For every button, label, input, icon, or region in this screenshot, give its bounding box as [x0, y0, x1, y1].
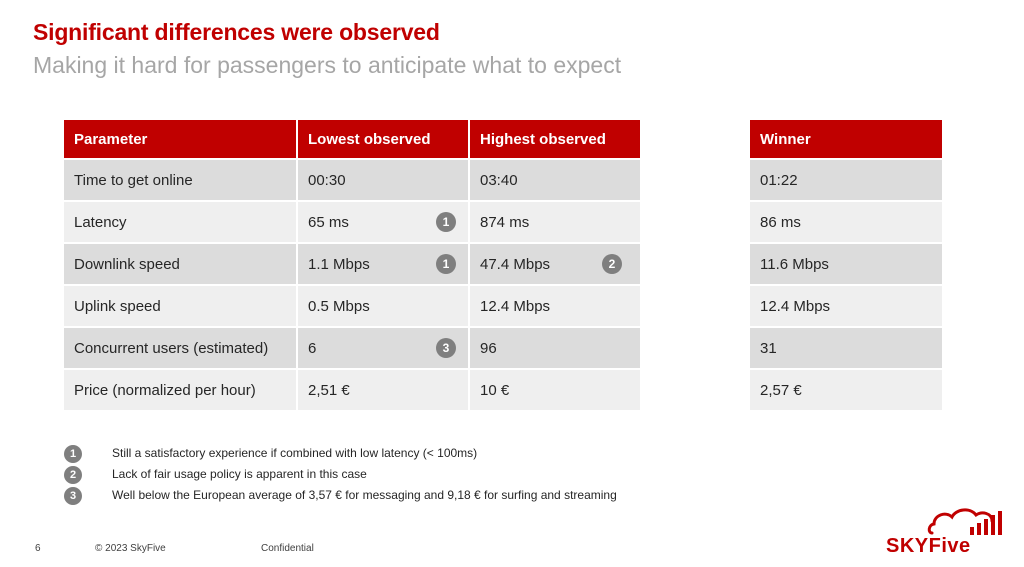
table-row: 86 ms — [750, 202, 942, 242]
table-row: Uplink speed 0.5 Mbps 12.4 Mbps — [64, 286, 640, 326]
highest-cell: 03:40 — [470, 160, 640, 200]
highest-cell: 96 — [470, 328, 640, 368]
header-winner: Winner — [750, 120, 942, 158]
param-cell: Time to get online — [64, 160, 296, 200]
copyright: © 2023 SkyFive — [95, 543, 166, 554]
lowest-value: 2,51 € — [308, 381, 350, 399]
winner-cell: 12.4 Mbps — [750, 286, 942, 326]
table-row: 01:22 — [750, 160, 942, 200]
footnote-badge: 2 — [64, 466, 82, 484]
lowest-cell: 1.1 Mbps 1 — [298, 244, 468, 284]
lowest-value: 00:30 — [308, 171, 346, 189]
footnote-badge: 3 — [436, 338, 456, 358]
lowest-value: 0.5 Mbps — [308, 297, 370, 315]
header-parameter: Parameter — [64, 120, 296, 158]
highest-cell: 12.4 Mbps — [470, 286, 640, 326]
table-header-row: Parameter Lowest observed Highest observ… — [64, 120, 640, 158]
highest-value: 03:40 — [480, 171, 518, 189]
skyfive-logo: SKYFive — [886, 505, 1006, 560]
highest-value: 47.4 Mbps — [480, 255, 551, 273]
table-row: Price (normalized per hour) 2,51 € 10 € — [64, 370, 640, 410]
param-cell: Latency — [64, 202, 296, 242]
footnote-text: Well below the European average of 3,57 … — [112, 488, 617, 502]
winner-cell: 31 — [750, 328, 942, 368]
lowest-value: 6 — [308, 339, 317, 357]
page-number: 6 — [35, 543, 41, 554]
highest-value: 12.4 Mbps — [480, 297, 551, 315]
table-row: Time to get online 00:30 03:40 — [64, 160, 640, 200]
table-row: Latency 65 ms 1 874 ms — [64, 202, 640, 242]
highest-value: 96 — [480, 339, 497, 357]
table-row: 2,57 € — [750, 370, 942, 410]
winner-cell: 11.6 Mbps — [750, 244, 942, 284]
table-row: 31 — [750, 328, 942, 368]
header-highest: Highest observed — [470, 120, 640, 158]
lowest-value: 1.1 Mbps — [308, 255, 370, 273]
table-header-row: Winner — [750, 120, 942, 158]
highest-cell: 10 € — [470, 370, 640, 410]
winner-table: Winner 01:22 86 ms 11.6 Mbps 12.4 Mbps 3… — [748, 118, 944, 412]
footnote-badge: 1 — [436, 254, 456, 274]
lowest-cell: 00:30 — [298, 160, 468, 200]
winner-cell: 86 ms — [750, 202, 942, 242]
table-row: 11.6 Mbps — [750, 244, 942, 284]
slide-subtitle: Making it hard for passengers to anticip… — [33, 52, 622, 78]
highest-cell: 47.4 Mbps 2 — [470, 244, 640, 284]
slide-title: Significant differences were observed — [33, 19, 440, 45]
footnote-text: Still a satisfactory experience if combi… — [112, 446, 478, 460]
cloud-signal-icon — [927, 508, 1002, 535]
footnote-badge: 1 — [436, 212, 456, 232]
logo-text: SKYFive — [886, 535, 971, 557]
param-cell: Downlink speed — [64, 244, 296, 284]
footnote-badge: 2 — [602, 254, 622, 274]
comparison-table: Parameter Lowest observed Highest observ… — [62, 118, 642, 412]
winner-cell: 2,57 € — [750, 370, 942, 410]
table-row: 12.4 Mbps — [750, 286, 942, 326]
table-row: Downlink speed 1.1 Mbps 1 47.4 Mbps 2 — [64, 244, 640, 284]
param-cell: Concurrent users (estimated) — [64, 328, 296, 368]
header-lowest: Lowest observed — [298, 120, 468, 158]
winner-cell: 01:22 — [750, 160, 942, 200]
lowest-cell: 65 ms 1 — [298, 202, 468, 242]
footnote-text: Lack of fair usage policy is apparent in… — [112, 467, 367, 481]
param-cell: Price (normalized per hour) — [64, 370, 296, 410]
footnote-badge: 1 — [64, 445, 82, 463]
highest-value: 10 € — [480, 381, 510, 399]
highest-cell: 874 ms — [470, 202, 640, 242]
highest-value: 874 ms — [480, 213, 530, 231]
param-cell: Uplink speed — [64, 286, 296, 326]
lowest-cell: 0.5 Mbps — [298, 286, 468, 326]
lowest-cell: 2,51 € — [298, 370, 468, 410]
footnote-badge: 3 — [64, 487, 82, 505]
confidential-label: Confidential — [261, 543, 314, 554]
lowest-value: 65 ms — [308, 213, 349, 231]
